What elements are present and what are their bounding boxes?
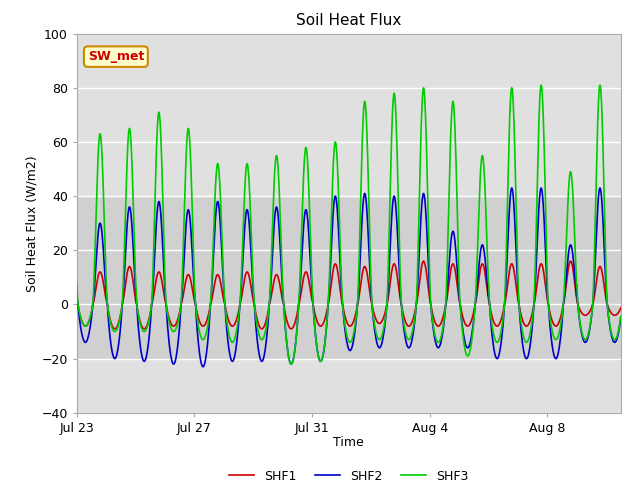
- SHF3: [602, 261, 610, 267]
- SHF2: [596, 185, 604, 191]
- Title: Soil Heat Flux: Soil Heat Flux: [296, 13, 401, 28]
- SHF2: [140, 359, 148, 364]
- SHF3: [463, 351, 470, 357]
- SHF1: [140, 326, 148, 332]
- SHF3: [73, 279, 81, 285]
- SHF3: [617, 313, 625, 319]
- SHF1: [463, 323, 470, 328]
- SHF1: [111, 326, 118, 332]
- SHF2: [294, 312, 302, 317]
- Y-axis label: Soil Heat Flux (W/m2): Soil Heat Flux (W/m2): [26, 155, 38, 291]
- SHF3: [287, 361, 295, 367]
- SHF1: [440, 313, 447, 319]
- SHF1: [294, 306, 302, 312]
- SHF2: [602, 280, 610, 286]
- SHF2: [617, 314, 625, 320]
- SHF2: [575, 314, 583, 320]
- Line: SHF1: SHF1: [77, 261, 621, 329]
- Line: SHF3: SHF3: [77, 85, 621, 364]
- SHF3: [575, 313, 583, 319]
- SHF3: [140, 329, 148, 335]
- SHF2: [73, 291, 81, 297]
- SHF3: [440, 322, 447, 328]
- SHF1: [566, 258, 574, 264]
- SHF3: [294, 312, 302, 317]
- SHF2: [199, 364, 207, 370]
- SHF3: [596, 82, 604, 88]
- Bar: [77, 196, 621, 359]
- SHF2: [463, 344, 470, 349]
- Text: SW_met: SW_met: [88, 50, 144, 63]
- X-axis label: Time: Time: [333, 436, 364, 449]
- SHF1: [617, 305, 625, 311]
- SHF2: [440, 325, 447, 331]
- SHF1: [602, 295, 610, 300]
- SHF1: [73, 297, 81, 303]
- Legend: SHF1, SHF2, SHF3: SHF1, SHF2, SHF3: [224, 465, 474, 480]
- SHF1: [575, 306, 583, 312]
- Line: SHF2: SHF2: [77, 188, 621, 367]
